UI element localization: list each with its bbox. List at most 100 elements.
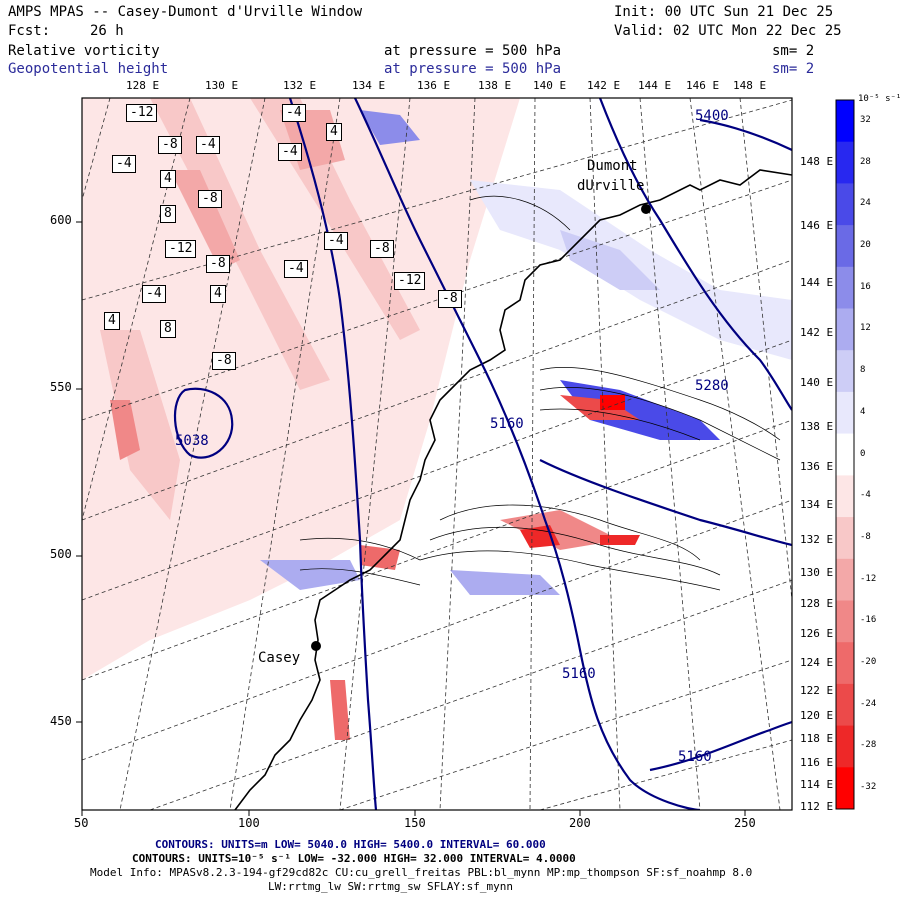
- colorbar-tick: 24: [860, 198, 871, 208]
- colorbar-swatch: [836, 558, 854, 601]
- field1-level: at pressure = 500 hPa: [384, 43, 562, 59]
- model-title: AMPS MPAS -- Casey-Dumont d'Urville Wind…: [8, 4, 363, 20]
- y-axis-label: 500: [50, 547, 72, 561]
- colorbar-swatch: [836, 475, 854, 518]
- valid-time: Valid: 02 UTC Mon 22 Dec 25: [614, 23, 842, 39]
- top-lon-label: 128 E: [126, 79, 160, 92]
- vorticity-contours: [299, 195, 781, 591]
- y-axis-label: 450: [50, 714, 72, 728]
- height-label: 5160: [678, 749, 712, 765]
- vorticity-value-label: -4: [196, 136, 220, 154]
- vorticity-value-label: 4: [104, 312, 120, 330]
- top-lon-label: 138 E: [478, 79, 512, 92]
- x-axis-label: 100: [238, 816, 260, 830]
- vorticity-value-label: -4: [324, 232, 348, 250]
- right-lat-label: 120 E: [800, 709, 834, 722]
- colorbar-tick: -32: [860, 782, 877, 792]
- colorbar-tick: 16: [860, 282, 871, 292]
- right-lat-label: 130 E: [800, 566, 834, 579]
- height-contours: [173, 98, 792, 810]
- forecast-hours: 26 h: [90, 23, 124, 39]
- top-lon-label: 144 E: [638, 79, 672, 92]
- right-lat-label: 146 E: [800, 219, 834, 232]
- colorbar-swatch: [836, 683, 854, 727]
- colorbar-tick: 20: [860, 240, 871, 250]
- field2-smoothing: sm= 2: [772, 61, 815, 77]
- forecast-label: Fcst:: [8, 23, 51, 39]
- x-axis-label: 200: [569, 816, 591, 830]
- vorticity-value-label: 4: [326, 123, 342, 141]
- colorbar-tick: -12: [860, 574, 877, 584]
- height-label: 5038: [175, 433, 209, 449]
- station-label-casey: Casey: [258, 650, 301, 666]
- colorbar-swatch: [836, 767, 854, 810]
- vorticity-value-label: -4: [142, 285, 166, 303]
- right-lat-label: 132 E: [800, 533, 834, 546]
- colorbar-swatch: [836, 225, 854, 268]
- colorbar-swatch: [836, 183, 854, 226]
- colorbar-frame: [835, 99, 855, 810]
- right-lat-label: 138 E: [800, 420, 834, 433]
- x-axis-label: 150: [404, 816, 426, 830]
- colorbar-swatch: [836, 100, 854, 143]
- right-lat-label: 128 E: [800, 597, 834, 610]
- top-lon-label: 136 E: [417, 79, 451, 92]
- colorbar-swatch: [836, 433, 854, 476]
- vorticity-value-label: -8: [198, 190, 222, 208]
- footer-model-info: Model Info: MPASv8.2.3-194-gf29cd82c CU:…: [90, 866, 753, 879]
- right-lat-label: 126 E: [800, 627, 834, 640]
- vorticity-value-label: 8: [160, 320, 176, 338]
- colorbar-tick: -28: [860, 740, 877, 750]
- right-lat-label: 134 E: [800, 498, 834, 511]
- vorticity-value-label: -8: [370, 240, 394, 258]
- vorticity-value-label: -4: [282, 104, 306, 122]
- colorbar-tick: -4: [860, 490, 871, 500]
- right-lat-label: 142 E: [800, 326, 834, 339]
- vorticity-value-label: -12: [165, 240, 197, 258]
- colorbar-swatch: [836, 308, 854, 351]
- colorbar-unit: 10⁻⁵ s⁻¹: [858, 94, 900, 104]
- vorticity-value-label: -8: [212, 352, 236, 370]
- vorticity-value-label: -8: [438, 290, 462, 308]
- coastline: [234, 169, 792, 810]
- top-lon-label: 134 E: [352, 79, 386, 92]
- map-frame: [81, 97, 793, 811]
- colorbar-swatch: [836, 350, 854, 393]
- colorbar-tick: 8: [860, 365, 866, 375]
- right-lat-label: 114 E: [800, 778, 834, 791]
- y-axis-label: 600: [50, 213, 72, 227]
- right-lat-label: 122 E: [800, 684, 834, 697]
- height-label: 5160: [562, 666, 596, 682]
- top-lon-label: 130 E: [205, 79, 239, 92]
- footer-model-info-2: LW:rrtmg_lw SW:rrtmg_sw SFLAY:sf_mynn: [268, 880, 514, 893]
- vorticity-value-label: 8: [160, 205, 176, 223]
- colorbar-tick: 0: [860, 449, 866, 459]
- height-label: 5280: [695, 378, 729, 394]
- colorbar-swatch: [836, 141, 854, 184]
- vorticity-value-label: -4: [278, 143, 302, 161]
- vorticity-value-label: -8: [206, 255, 230, 273]
- init-time: Init: 00 UTC Sun 21 Dec 25: [614, 4, 834, 20]
- colorbar-swatch: [836, 600, 854, 643]
- graticule: [82, 98, 792, 810]
- right-lat-label: 118 E: [800, 732, 834, 745]
- axis-ticks: [76, 221, 746, 816]
- vorticity-value-label: 4: [210, 285, 226, 303]
- vorticity-value-label: -4: [284, 260, 308, 278]
- top-lon-label: 148 E: [733, 79, 767, 92]
- right-lat-label: 112 E: [800, 800, 834, 813]
- colorbar-swatch: [836, 642, 854, 685]
- colorbar: [836, 100, 854, 810]
- station-label-dumont-2: dUrville: [577, 178, 645, 194]
- top-lon-label: 132 E: [283, 79, 317, 92]
- right-lat-label: 136 E: [800, 460, 834, 473]
- right-lat-label: 116 E: [800, 756, 834, 769]
- right-lat-label: 144 E: [800, 276, 834, 289]
- vorticity-value-label: -12: [126, 104, 158, 122]
- vorticity-value-label: 4: [160, 170, 176, 188]
- field2-level: at pressure = 500 hPa: [384, 61, 562, 77]
- top-lon-label: 140 E: [533, 79, 567, 92]
- dumont-durville-marker: [641, 204, 651, 214]
- colorbar-tick: 12: [860, 323, 871, 333]
